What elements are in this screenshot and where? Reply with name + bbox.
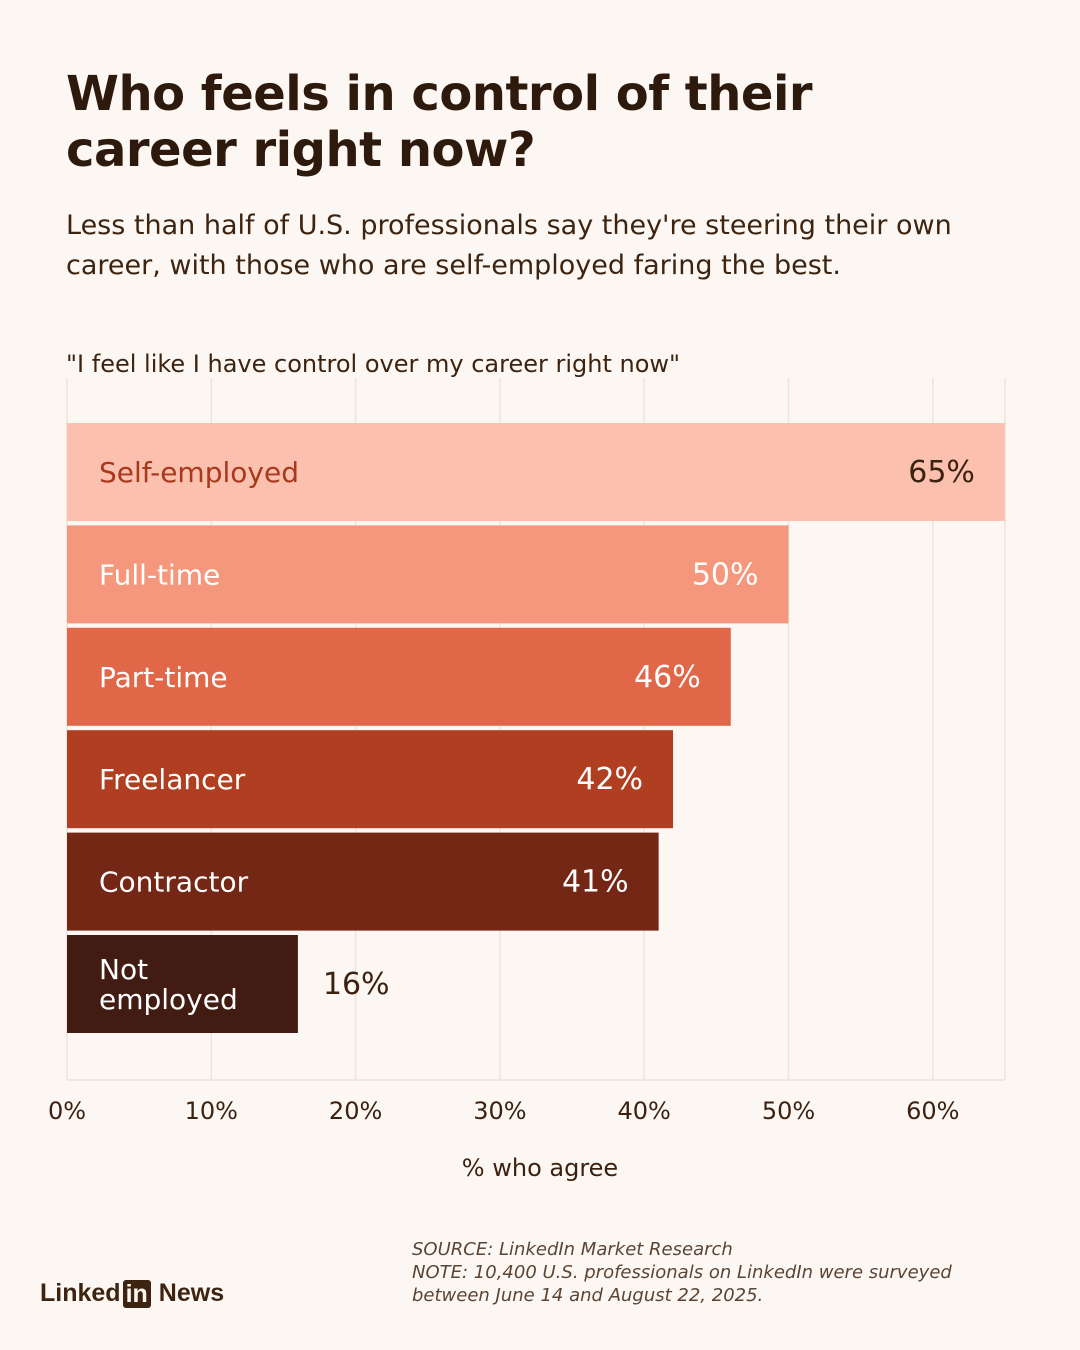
bar-value-label: 50% [692, 557, 759, 592]
bar [67, 525, 789, 624]
title-line-2: career right now? [66, 122, 536, 178]
page-title: Who feels in control of their career rig… [66, 66, 966, 178]
bar-value-label: 41% [562, 865, 629, 900]
x-axis-label: % who agree [462, 1154, 618, 1182]
bar-category-label: Not employed [99, 953, 238, 1016]
bar-category-label-line: Self-employed [99, 456, 299, 489]
x-tick-label: 60% [906, 1097, 959, 1125]
bar-category-label: Self-employed [99, 456, 299, 489]
logo-text-news: News [158, 1279, 225, 1307]
bar-category-label-line: Freelancer [99, 763, 246, 796]
bar-value-label: 16% [323, 967, 390, 1002]
subtitle-line-2: career, with those who are self-employed… [66, 250, 841, 281]
note-line-2: between June 14 and August 22, 2025. [412, 1285, 764, 1306]
page-subtitle: Less than half of U.S. professionals say… [66, 206, 986, 286]
bar-category-label: Freelancer [99, 763, 246, 796]
bar-category-label: Full-time [99, 558, 220, 591]
bar [67, 730, 674, 829]
x-tick-label: 10% [185, 1097, 238, 1125]
bar-category-label-line: Full-time [99, 558, 220, 591]
logo-in-box: in [122, 1279, 151, 1308]
bar-value-label: 42% [576, 762, 643, 797]
bar-category-label-line: Part-time [99, 661, 228, 694]
bar-category-label-line: employed [99, 983, 238, 1016]
x-tick-label: 30% [473, 1097, 526, 1125]
x-tick-label: 0% [48, 1097, 86, 1125]
bar [67, 423, 1005, 521]
bar-category-label-line: Contractor [99, 866, 249, 899]
bar-category-label: Part-time [99, 661, 228, 694]
subtitle-line-1: Less than half of U.S. professionals say… [66, 210, 952, 241]
bar-category-label-line: Not [99, 953, 148, 986]
linkedin-news-logo: Linked in News [40, 1279, 224, 1308]
bar [67, 627, 731, 726]
x-tick-label: 50% [762, 1097, 815, 1125]
source-note: SOURCE: LinkedIn Market Research NOTE: 1… [412, 1238, 1032, 1307]
bar-category-label: Contractor [99, 866, 249, 899]
bar [67, 832, 659, 931]
bar [67, 935, 298, 1033]
title-line-1: Who feels in control of their [66, 66, 813, 122]
source-text: SOURCE: LinkedIn Market Research [412, 1239, 733, 1260]
chart-title: "I feel like I have control over my care… [66, 350, 681, 378]
x-axis-ticks: 0% 10% 20% 30% 40% 50% 60% [48, 1097, 960, 1125]
note-line-1: NOTE: 10,400 U.S. professionals on Linke… [412, 1262, 952, 1283]
x-tick-label: 20% [329, 1097, 382, 1125]
x-tick-label: 40% [618, 1097, 671, 1125]
bar-value-label: 65% [908, 455, 975, 490]
bar-value-label: 46% [634, 660, 701, 695]
logo-text-linked: Linked [40, 1279, 121, 1307]
chart-bars: Self-employed 65% Full-time 50% Part-time 46%… [67, 423, 1005, 1033]
